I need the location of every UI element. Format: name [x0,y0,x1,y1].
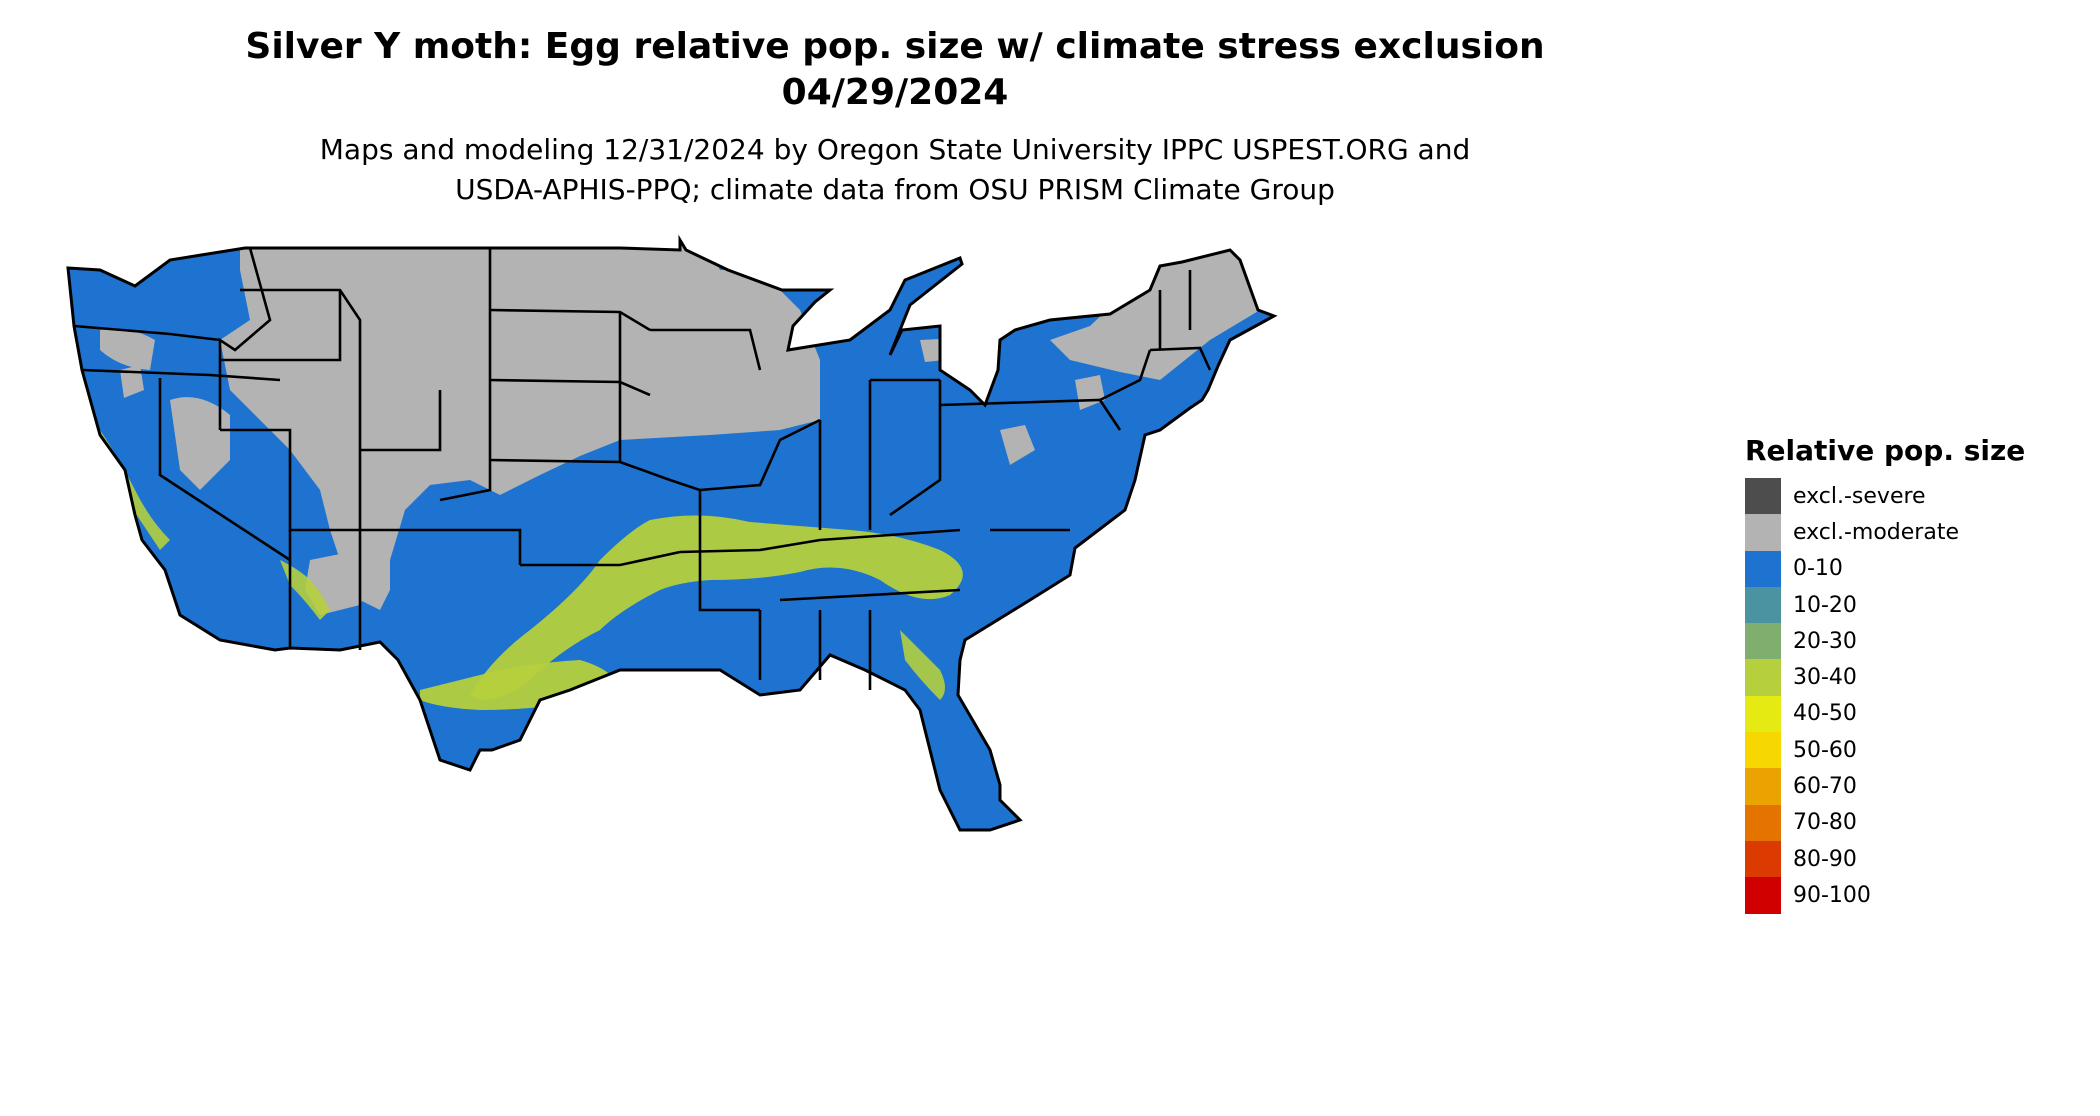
legend-label: excl.-moderate [1793,519,1959,545]
legend-label: 60-70 [1793,774,1857,800]
legend-item: 60-70 [1745,768,2075,805]
legend-item: 10-20 [1745,586,2075,624]
legend-item: 50-60 [1745,732,2075,769]
legend-swatch [1745,840,1781,878]
legend-item: 40-50 [1745,695,2075,733]
legend-label: 70-80 [1793,810,1857,836]
legend-swatch [1745,768,1781,805]
legend-label: 20-30 [1793,628,1857,654]
legend-label: 30-40 [1793,665,1857,691]
legend-item: 30-40 [1745,659,2075,696]
legend-label: 80-90 [1793,846,1857,872]
legend: Relative pop. size excl.-severe excl.-mod… [1745,432,2075,914]
legend-label: 0-10 [1793,556,1843,582]
legend-item: excl.-moderate [1745,514,2075,551]
legend-label: 10-20 [1793,592,1857,618]
legend-swatch [1745,623,1781,660]
title-line-1: Silver Y moth: Egg relative pop. size w/… [245,26,1545,67]
legend-swatch [1745,586,1781,624]
legend-label: excl.-severe [1793,483,1926,509]
legend-item: 0-10 [1745,550,2075,587]
subtitle-line-2: USDA-APHIS-PPQ; climate data from OSU PR… [455,173,1335,206]
legend-item: 90-100 [1745,877,2075,914]
legend-rows: excl.-severe excl.-moderate 0-10 10-20 20-30… [1745,478,2075,914]
legend-item: 20-30 [1745,623,2075,660]
legend-swatch [1745,550,1781,587]
legend-label: 40-50 [1793,701,1857,727]
legend-swatch [1745,877,1781,914]
subtitle-line-1: Maps and modeling 12/31/2024 by Oregon S… [319,133,1471,166]
legend-item: excl.-severe [1745,478,2075,515]
legend-item: 70-80 [1745,804,2075,841]
legend-title: Relative pop. size [1745,434,2026,467]
map-title: Silver Y moth: Egg relative pop. size w/… [0,24,1790,116]
us-map [66,234,1278,832]
title-line-2: 04/29/2024 [781,72,1009,113]
legend-item: 80-90 [1745,840,2075,878]
legend-swatch [1745,732,1781,769]
legend-swatch [1745,804,1781,841]
map-subtitle: Maps and modeling 12/31/2024 by Oregon S… [0,130,1790,210]
legend-swatch [1745,478,1781,515]
legend-swatch [1745,695,1781,733]
legend-swatch [1745,659,1781,696]
legend-label: 90-100 [1793,882,1871,908]
legend-label: 50-60 [1793,737,1857,763]
legend-swatch [1745,514,1781,551]
